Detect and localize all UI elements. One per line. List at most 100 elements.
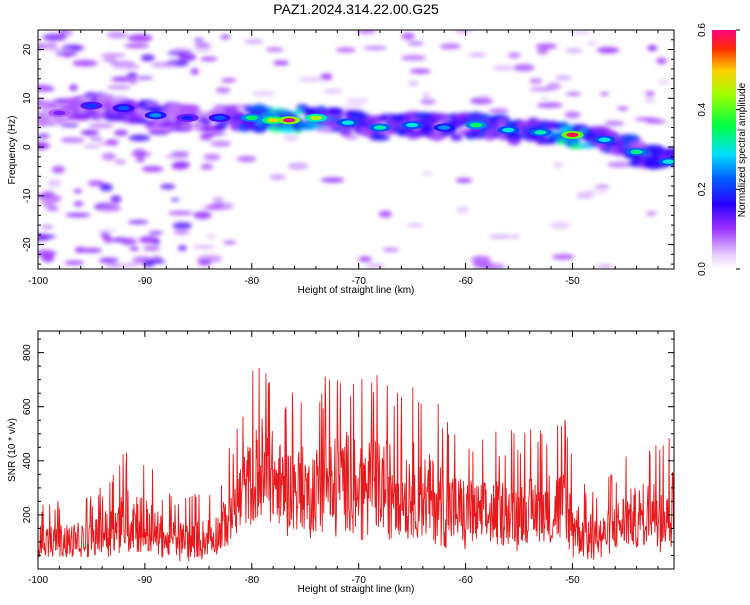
- noise-blob: [87, 180, 105, 187]
- snr-x-tick-label: -50: [565, 575, 580, 586]
- noise-blob: [45, 206, 60, 212]
- noise-blob: [510, 234, 520, 239]
- ridge-blob: [181, 122, 193, 130]
- noise-blob: [298, 76, 324, 83]
- noise-blob: [287, 162, 309, 170]
- noise-blob: [346, 98, 369, 103]
- noise-blob: [110, 195, 122, 204]
- noise-blob: [148, 231, 164, 235]
- noise-blob: [644, 97, 655, 104]
- noise-blob: [120, 237, 137, 246]
- noise-blob: [103, 236, 113, 244]
- ridge-peak: [534, 130, 547, 135]
- noise-blob: [210, 140, 232, 147]
- noise-blob: [80, 129, 100, 136]
- snr-y-tick-label: 600: [22, 398, 33, 415]
- ridge-blob: [662, 147, 674, 157]
- noise-blob: [658, 79, 671, 85]
- noise-blob: [194, 42, 211, 48]
- noise-blob: [147, 258, 166, 264]
- noise-blob: [529, 78, 543, 85]
- noise-blob: [220, 34, 231, 40]
- ridge-peak: [245, 115, 258, 120]
- noise-blob: [604, 120, 625, 126]
- spectrogram-x-tick-label: -90: [138, 276, 153, 287]
- noise-blob: [599, 92, 610, 96]
- noise-blob: [64, 30, 74, 37]
- noise-blob: [140, 54, 155, 62]
- noise-blob: [47, 179, 62, 188]
- noise-blob: [471, 255, 491, 264]
- ridge-peak: [406, 122, 419, 128]
- noise-blob: [60, 123, 79, 127]
- colorbar-ticks: 0.0 0.2 0.4 0.6: [697, 23, 740, 276]
- ridge-peak: [662, 159, 674, 164]
- noise-blob: [190, 68, 200, 75]
- ridge-blob: [136, 118, 151, 124]
- noise-blob: [365, 263, 385, 268]
- noise-blob: [42, 33, 67, 41]
- noise-blob: [251, 91, 276, 97]
- ridge-peak: [341, 120, 354, 125]
- noise-blob: [535, 43, 558, 50]
- noise-blob: [549, 221, 571, 230]
- spectrogram-x-tick-label: -70: [351, 276, 366, 287]
- noise-blob: [269, 174, 286, 181]
- noise-blob: [81, 247, 103, 253]
- noise-blob: [197, 259, 212, 266]
- ridge-peak: [149, 113, 162, 118]
- snr-panel: -100 -90 -80 -70 -60 -50 800 600 400 200 Height o…: [7, 330, 675, 595]
- noise-blob: [243, 39, 264, 44]
- noise-blob: [178, 53, 197, 61]
- noise-blob: [69, 84, 78, 91]
- snr-y-label: SNR (10 * v/v): [7, 418, 18, 482]
- noise-blob: [192, 245, 216, 249]
- noise-blob: [536, 102, 563, 108]
- noise-blob: [596, 46, 620, 54]
- noise-blob: [479, 95, 489, 100]
- noise-blob: [401, 32, 415, 40]
- snr-frame: [37, 330, 675, 570]
- noise-blob: [656, 57, 668, 65]
- spectrogram-x-tick-label: -50: [565, 276, 580, 287]
- noise-blob: [64, 260, 85, 265]
- ridge-peak: [213, 115, 226, 120]
- spectral-heatmap: [38, 30, 674, 269]
- noise-blob: [576, 192, 594, 199]
- noise-blob: [73, 189, 83, 194]
- noise-blob: [529, 87, 554, 92]
- noise-blob: [129, 77, 138, 85]
- noise-blob: [41, 254, 55, 263]
- snr-x-tick-label: -100: [28, 575, 48, 586]
- noise-blob: [98, 257, 119, 264]
- noise-blob: [47, 48, 72, 52]
- noise-blob: [171, 162, 188, 170]
- noise-blob: [421, 171, 434, 176]
- noise-blob: [105, 139, 119, 146]
- noise-blob: [46, 42, 58, 49]
- noise-blob: [358, 256, 372, 262]
- ridge-peak: [598, 137, 611, 142]
- spectral-ridge-cores: [48, 101, 674, 166]
- noise-blob: [203, 153, 221, 161]
- spectrogram-y-tick-label: 10: [22, 92, 33, 104]
- snr-x-tick-label: -80: [245, 575, 260, 586]
- noise-blob: [488, 234, 513, 239]
- ridge-peak: [566, 132, 579, 138]
- noise-blob: [567, 30, 592, 35]
- ridge-peak: [117, 105, 130, 111]
- colorbar: 0.0 0.2 0.4 0.6 Normalized spectral amplitu…: [697, 23, 748, 276]
- noise-blob: [617, 106, 629, 111]
- noise-blob: [409, 68, 431, 74]
- ridge-peak: [85, 103, 98, 108]
- snr-y-tick-label: 800: [22, 344, 33, 361]
- ridge-peak: [53, 110, 66, 116]
- spectrogram-x-tick-label: -100: [28, 276, 48, 287]
- noise-blob: [73, 201, 84, 207]
- noise-blob: [99, 183, 113, 192]
- noise-blob: [177, 245, 187, 252]
- snr-x-tick-label: -70: [351, 575, 366, 586]
- noise-blob: [343, 104, 365, 109]
- snr-series-line: [38, 367, 674, 562]
- noise-blob: [106, 85, 131, 90]
